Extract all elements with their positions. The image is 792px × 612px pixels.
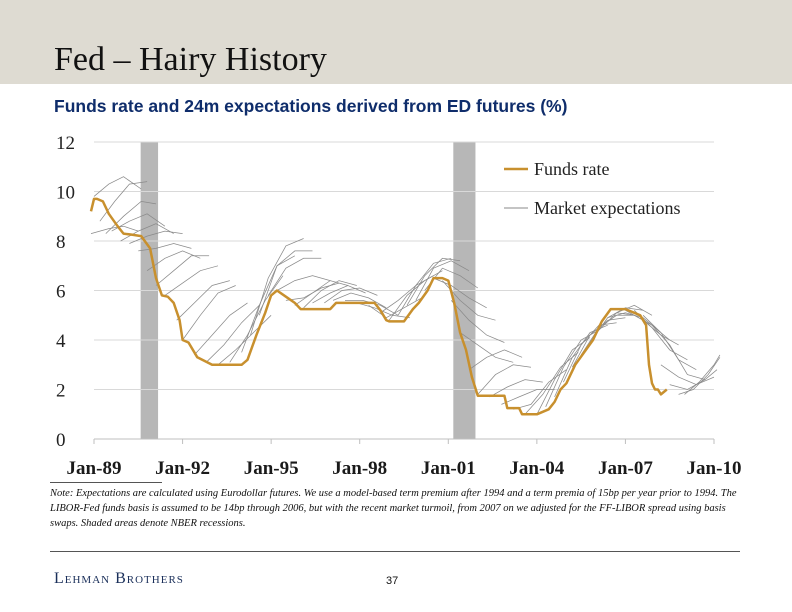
expectation-line — [489, 379, 543, 398]
expectation-line — [146, 250, 201, 272]
expectation-line — [415, 260, 470, 301]
funds-rate-line — [89, 197, 668, 416]
chart: 0 2 4 6 8 10 12 Jan-89 Jan-92 Jan-95 Jan-98 Jan-01… — [56, 133, 742, 479]
legend-label-market-expectations: Market expectations — [534, 198, 680, 218]
footnote: Note: Expectations are calculated using … — [50, 488, 737, 529]
expectation-line — [276, 275, 331, 291]
expectation-line — [241, 255, 295, 353]
x-tick-label: Jan-01 — [421, 458, 476, 479]
expectation-line — [129, 230, 183, 244]
expectation-line — [111, 213, 166, 232]
y-tick-label: 8 — [56, 232, 66, 253]
y-tick-label: 12 — [56, 133, 75, 154]
expectation-line — [217, 315, 272, 366]
expectation-line — [312, 285, 366, 304]
expectation-line — [433, 277, 487, 309]
expectation-line — [229, 275, 284, 363]
x-tick-label: Jan-04 — [509, 458, 564, 479]
x-tick-label: Jan-98 — [332, 458, 387, 479]
x-axis: Jan-89 Jan-92 Jan-95 Jan-98 Jan-01 Jan-04 Jan-… — [67, 439, 742, 479]
expectation-line — [678, 357, 721, 395]
expectation-line — [459, 332, 514, 363]
y-axis: 0 2 4 6 8 10 12 — [56, 133, 75, 451]
x-tick-label: Jan-07 — [598, 458, 653, 479]
expectation-line — [332, 292, 387, 309]
expectation-line — [368, 297, 422, 319]
expectation-line — [258, 250, 313, 316]
expectation-line — [660, 364, 715, 386]
expectation-line — [524, 352, 579, 415]
expectation-line — [651, 324, 706, 380]
expectation-line — [267, 257, 322, 296]
expectation-line — [250, 238, 304, 336]
x-tick-label: Jan-10 — [687, 458, 742, 479]
header-band — [0, 0, 792, 84]
expectation-line — [397, 257, 452, 316]
expectation-line — [194, 302, 248, 356]
expectation-line — [99, 181, 148, 222]
funds-rate-series — [89, 197, 668, 416]
x-tick-label: Jan-92 — [155, 458, 210, 479]
page-number: 37 — [386, 575, 399, 587]
expectation-line — [182, 285, 236, 341]
expectation-line — [468, 349, 523, 371]
expectation-line — [388, 270, 443, 321]
expectation-line — [406, 257, 461, 306]
expectation-line — [684, 354, 721, 395]
expectation-line — [513, 369, 567, 410]
slide-title: Fed – Hairy History — [54, 41, 327, 78]
x-tick-label: Jan-95 — [244, 458, 299, 479]
expectation-line — [294, 280, 349, 306]
note-divider-bottom — [50, 551, 740, 552]
y-tick-label: 6 — [56, 282, 66, 303]
y-tick-label: 4 — [56, 331, 66, 352]
gridlines — [94, 141, 714, 440]
expectation-line — [501, 389, 555, 405]
y-tick-label: 0 — [56, 430, 66, 451]
expectation-line — [205, 305, 260, 363]
expectation-line — [164, 265, 219, 296]
expectation-line — [138, 243, 192, 252]
y-tick-label: 10 — [56, 183, 75, 204]
expectation-line — [450, 300, 505, 343]
expectation-line — [324, 287, 378, 304]
chart-title: Funds rate and 24m expectations derived … — [54, 96, 568, 116]
expectation-line — [176, 280, 230, 321]
note-divider-top — [50, 482, 162, 483]
y-tick-label: 2 — [56, 381, 66, 402]
legend-label-funds-rate: Funds rate — [534, 159, 610, 179]
expectation-line — [155, 255, 210, 286]
brand-logo: Lehman Brothers — [54, 570, 184, 587]
expectation-line — [356, 302, 410, 319]
expectation-line — [642, 315, 697, 371]
x-tick-label: Jan-89 — [67, 458, 122, 479]
expectation-line — [90, 225, 139, 234]
expectation-line — [536, 337, 591, 415]
expectation-line — [120, 223, 174, 242]
expectation-line — [105, 201, 157, 234]
expectation-line — [303, 280, 357, 309]
expectation-line — [93, 176, 142, 197]
expectation-line — [477, 364, 532, 395]
legend: Funds rate Market expectations — [504, 159, 680, 218]
